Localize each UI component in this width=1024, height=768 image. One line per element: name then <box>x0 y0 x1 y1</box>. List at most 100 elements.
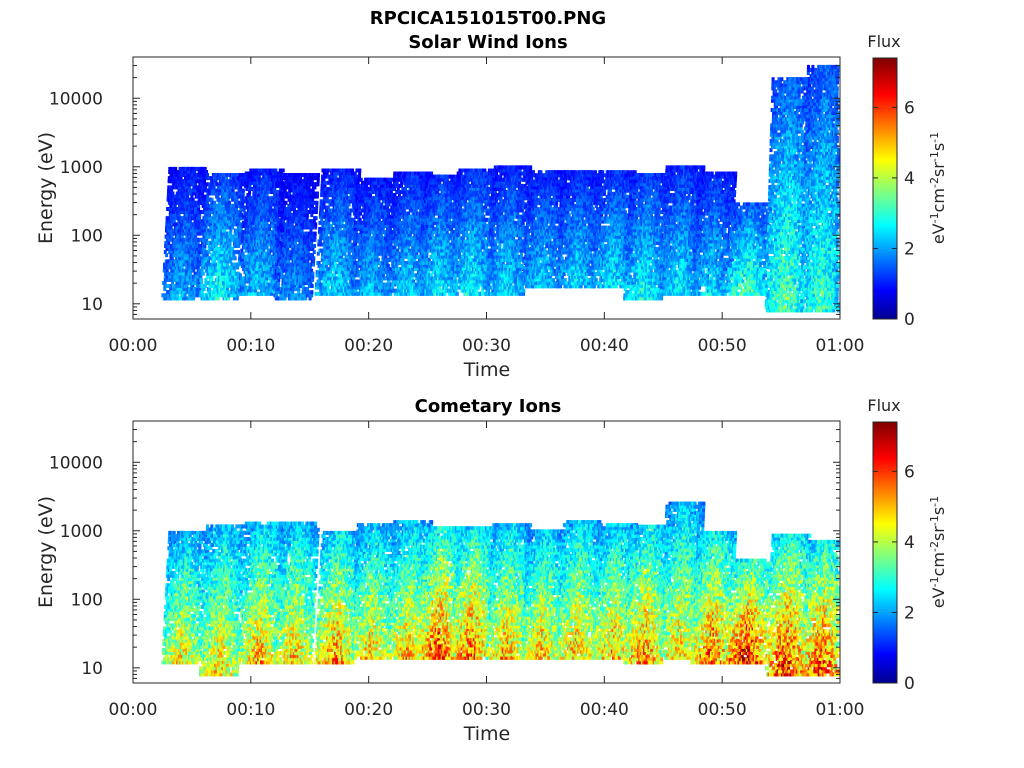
heatmap-cell <box>184 240 188 245</box>
heatmap-cell <box>236 281 240 285</box>
heatmap-cell <box>253 270 257 275</box>
heatmap-cell <box>249 168 253 173</box>
heatmap-cell <box>181 268 185 273</box>
heatmap-cell <box>193 253 197 258</box>
heatmap-cell <box>251 202 255 207</box>
heatmap-cell <box>199 293 203 298</box>
heatmap-cell <box>206 274 210 279</box>
heatmap-cell <box>176 231 180 236</box>
heatmap-cell <box>242 179 246 184</box>
heatmap-cell <box>254 208 258 213</box>
heatmap-cell <box>244 257 248 262</box>
heatmap-cell <box>242 242 246 247</box>
heatmap-cell <box>191 284 195 288</box>
heatmap-cell <box>170 188 174 193</box>
heatmap-cell <box>191 250 195 255</box>
heatmap-cell <box>191 262 195 267</box>
heatmap-cell <box>241 251 245 256</box>
heatmap-cell <box>198 268 202 273</box>
heatmap-cell <box>226 284 230 288</box>
heatmap-cell <box>228 185 232 190</box>
heatmap-cell <box>173 213 177 218</box>
heatmap-cell <box>217 200 221 205</box>
heatmap-cell <box>194 182 197 187</box>
heatmap-cell <box>239 228 243 233</box>
heatmap-cell <box>179 176 183 181</box>
panel-solar-wind: Solar Wind Ions 00:00 00:10 00:20 00:30 00:4… <box>35 32 948 381</box>
heatmap-cell <box>187 185 191 190</box>
heatmap-cell <box>209 240 213 245</box>
heatmap-cell <box>199 274 203 279</box>
heatmap-cell <box>226 197 230 202</box>
heatmap-cell <box>242 282 246 287</box>
heatmap-cell <box>259 248 263 253</box>
heatmap-cell <box>173 203 177 208</box>
heatmap-cell <box>191 234 195 239</box>
heatmap-cell <box>225 247 229 251</box>
heatmap-cell <box>169 287 173 292</box>
heatmap-cell <box>262 270 266 275</box>
heatmap-cell <box>263 174 267 179</box>
heatmap-cell <box>238 253 242 258</box>
heatmap-cell <box>193 173 196 177</box>
heatmap-cell <box>263 233 267 238</box>
heatmap-cell <box>357 183 361 188</box>
heatmap-cell <box>215 247 218 251</box>
heatmap-cell <box>163 281 167 285</box>
heatmap-cell <box>231 188 235 193</box>
heatmap-cell <box>244 236 247 241</box>
heatmap-cell <box>251 261 255 265</box>
heatmap-cell <box>189 271 193 276</box>
heatmap-cell <box>177 191 181 196</box>
heatmap-cell <box>170 228 174 233</box>
heatmap-cell <box>166 284 170 288</box>
heatmap-cell <box>247 270 251 275</box>
heatmap-cell <box>315 200 319 205</box>
heatmap-cell <box>198 244 201 248</box>
heatmap-cell <box>174 166 178 171</box>
heatmap-cell <box>206 173 209 177</box>
heatmap-cell <box>199 247 203 251</box>
heatmap-cell <box>245 187 249 191</box>
heatmap-cell <box>192 231 196 236</box>
heatmap-cell <box>171 191 175 196</box>
heatmap-cell <box>234 244 238 248</box>
heatmap-cell <box>224 240 228 245</box>
figure-main-title: RPCICA151015T00.PNG <box>370 8 606 29</box>
heatmap-cell <box>358 168 362 173</box>
heatmap-cell <box>248 285 252 290</box>
heatmap-cell <box>231 247 235 251</box>
heatmap-cell <box>196 166 200 171</box>
heatmap-cell <box>173 290 177 295</box>
heatmap-cell <box>249 267 253 272</box>
heatmap-cell <box>182 287 186 292</box>
heatmap-cell <box>212 185 216 190</box>
heatmap-cell <box>237 244 241 248</box>
heatmap-cell <box>236 237 240 242</box>
heatmap-cell <box>198 213 202 218</box>
heatmap-cell <box>240 216 244 221</box>
heatmap-cell <box>172 219 176 224</box>
heatmap-cell <box>175 271 179 276</box>
heatmap-cell <box>170 234 174 239</box>
heatmap-cell <box>181 231 184 236</box>
heatmap-cell <box>317 173 320 177</box>
heatmap-cell <box>200 219 204 224</box>
heatmap-cell <box>221 259 225 264</box>
heatmap-cell <box>198 287 202 292</box>
heatmap-cell <box>236 284 240 288</box>
heatmap-cell <box>252 248 256 253</box>
heatmap-cell <box>228 216 232 221</box>
heatmap-cell <box>185 284 189 288</box>
heatmap-cell <box>176 176 180 181</box>
heatmap-cell <box>241 236 244 241</box>
heatmap-cell <box>180 188 184 193</box>
heatmap-cell <box>237 262 241 267</box>
heatmap-cell <box>229 231 233 236</box>
heatmap-cell <box>376 257 380 262</box>
heatmap-cell <box>311 173 315 177</box>
heatmap-cell <box>183 296 187 301</box>
heatmap-cell <box>222 219 226 224</box>
heatmap-cell <box>162 268 166 273</box>
heatmap-cell <box>198 173 202 177</box>
